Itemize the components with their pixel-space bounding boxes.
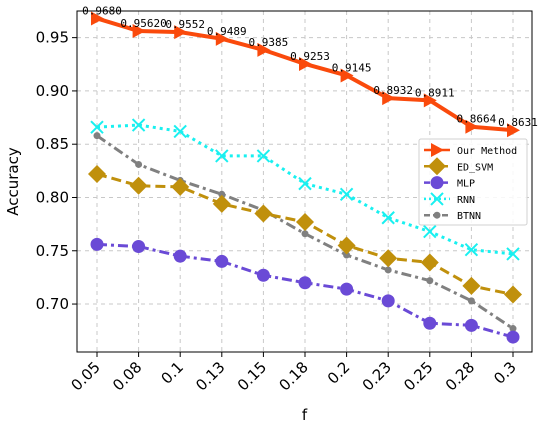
y-tick-label: 0.85: [36, 135, 69, 153]
data-point-our-method: [423, 93, 437, 108]
data-point-rnn: [339, 187, 354, 201]
data-point-our-method: [132, 24, 146, 39]
data-point-mlp: [298, 276, 312, 290]
data-point-our-method: [257, 42, 271, 57]
legend-marker: [433, 211, 441, 219]
legend-entry: RNN: [457, 195, 475, 206]
data-point-rnn: [381, 211, 395, 225]
legend-entry: MLP: [457, 179, 475, 190]
data-point-ed-svm: [254, 204, 273, 223]
data-point-our-method: [465, 119, 479, 134]
y-tick-label: 0.80: [36, 188, 69, 206]
data-label: 0.8664: [457, 113, 497, 126]
data-point-mlp: [381, 294, 395, 308]
data-point-btnn: [467, 297, 475, 305]
data-point-rnn: [506, 247, 520, 261]
legend-box: [418, 138, 528, 226]
data-point-our-method: [382, 91, 396, 106]
data-point-btnn: [509, 325, 517, 333]
data-point-btnn: [135, 160, 143, 168]
data-label: 0.9489: [207, 25, 247, 38]
data-point-rnn: [298, 176, 312, 191]
data-point-mlp: [132, 240, 146, 254]
legend-entry: Our Method: [457, 146, 517, 157]
legend-marker: [430, 192, 444, 206]
data-point-btnn: [426, 277, 434, 285]
legend-marker: [430, 176, 444, 190]
data-point-mlp: [340, 282, 354, 296]
legend: Our Method ED_SVM MLP RNN BTNN: [418, 138, 528, 226]
data-point-rnn: [90, 120, 104, 134]
data-point-ed-svm: [212, 194, 231, 213]
data-label: 0.8631: [498, 116, 538, 129]
y-tick-label: 0.90: [36, 82, 69, 100]
data-point-ed-svm: [129, 176, 148, 195]
legend-entry: BTNN: [457, 211, 481, 222]
data-point-our-method: [507, 123, 520, 138]
data-point-mlp: [90, 237, 104, 251]
data-point-ed-svm: [420, 253, 439, 272]
data-point-ed-svm: [462, 276, 481, 295]
data-point-mlp: [423, 316, 437, 330]
data-point-ed-svm: [171, 177, 190, 196]
y-tick-label: 0.95: [36, 29, 69, 47]
data-point-btnn: [93, 132, 101, 140]
data-point-our-method: [174, 25, 188, 40]
data-point-btnn: [218, 190, 226, 198]
data-point-ed-svm: [88, 165, 106, 184]
data-point-btnn: [384, 266, 392, 274]
data-point-rnn: [173, 124, 187, 139]
data-labels: 0.96800.956200.95520.94890.93850.92530.9…: [82, 4, 538, 129]
data-label: 0.9145: [332, 61, 372, 74]
data-point-ed-svm: [296, 212, 314, 231]
data-point-rnn: [423, 224, 437, 239]
data-point-our-method: [215, 31, 229, 46]
data-point-ed-svm: [337, 236, 356, 255]
data-point-mlp: [173, 249, 187, 263]
data-point-our-method: [91, 11, 104, 26]
data-point-rnn: [256, 149, 271, 163]
data-point-mlp: [464, 318, 478, 332]
data-point-mlp: [215, 254, 229, 268]
data-point-our-method: [299, 56, 312, 71]
y-tick-label: 0.70: [36, 295, 69, 313]
data-label: 0.9253: [290, 50, 330, 63]
data-label: 0.95620: [120, 17, 166, 30]
y-axis-title: Accuracy: [4, 147, 22, 216]
series-line-rnn: [96, 123, 514, 256]
data-label: 0.9552: [165, 18, 205, 31]
data-point-rnn: [215, 149, 229, 163]
legend-marker: [431, 143, 444, 157]
data-point-btnn: [301, 230, 309, 238]
data-label: 0.9385: [249, 36, 289, 49]
data-point-rnn: [131, 118, 146, 132]
x-axis-title: f: [302, 406, 308, 424]
legend-marker: [428, 157, 446, 176]
data-point-btnn: [343, 251, 351, 259]
series-markers: [88, 11, 522, 344]
data-point-ed-svm: [504, 285, 522, 304]
data-point-rnn: [464, 242, 479, 257]
data-label: 0.8911: [415, 86, 455, 99]
data-point-our-method: [340, 68, 354, 83]
y-axis-ticks: 0.70 0.75 0.80 0.85 0.90 0.95: [36, 29, 77, 313]
data-point-ed-svm: [379, 249, 398, 268]
data-point-mlp: [506, 330, 520, 344]
legend-entry: ED_SVM: [457, 162, 493, 173]
data-label: 0.8932: [373, 84, 413, 97]
data-point-mlp: [256, 268, 270, 282]
y-tick-label: 0.75: [36, 242, 69, 260]
